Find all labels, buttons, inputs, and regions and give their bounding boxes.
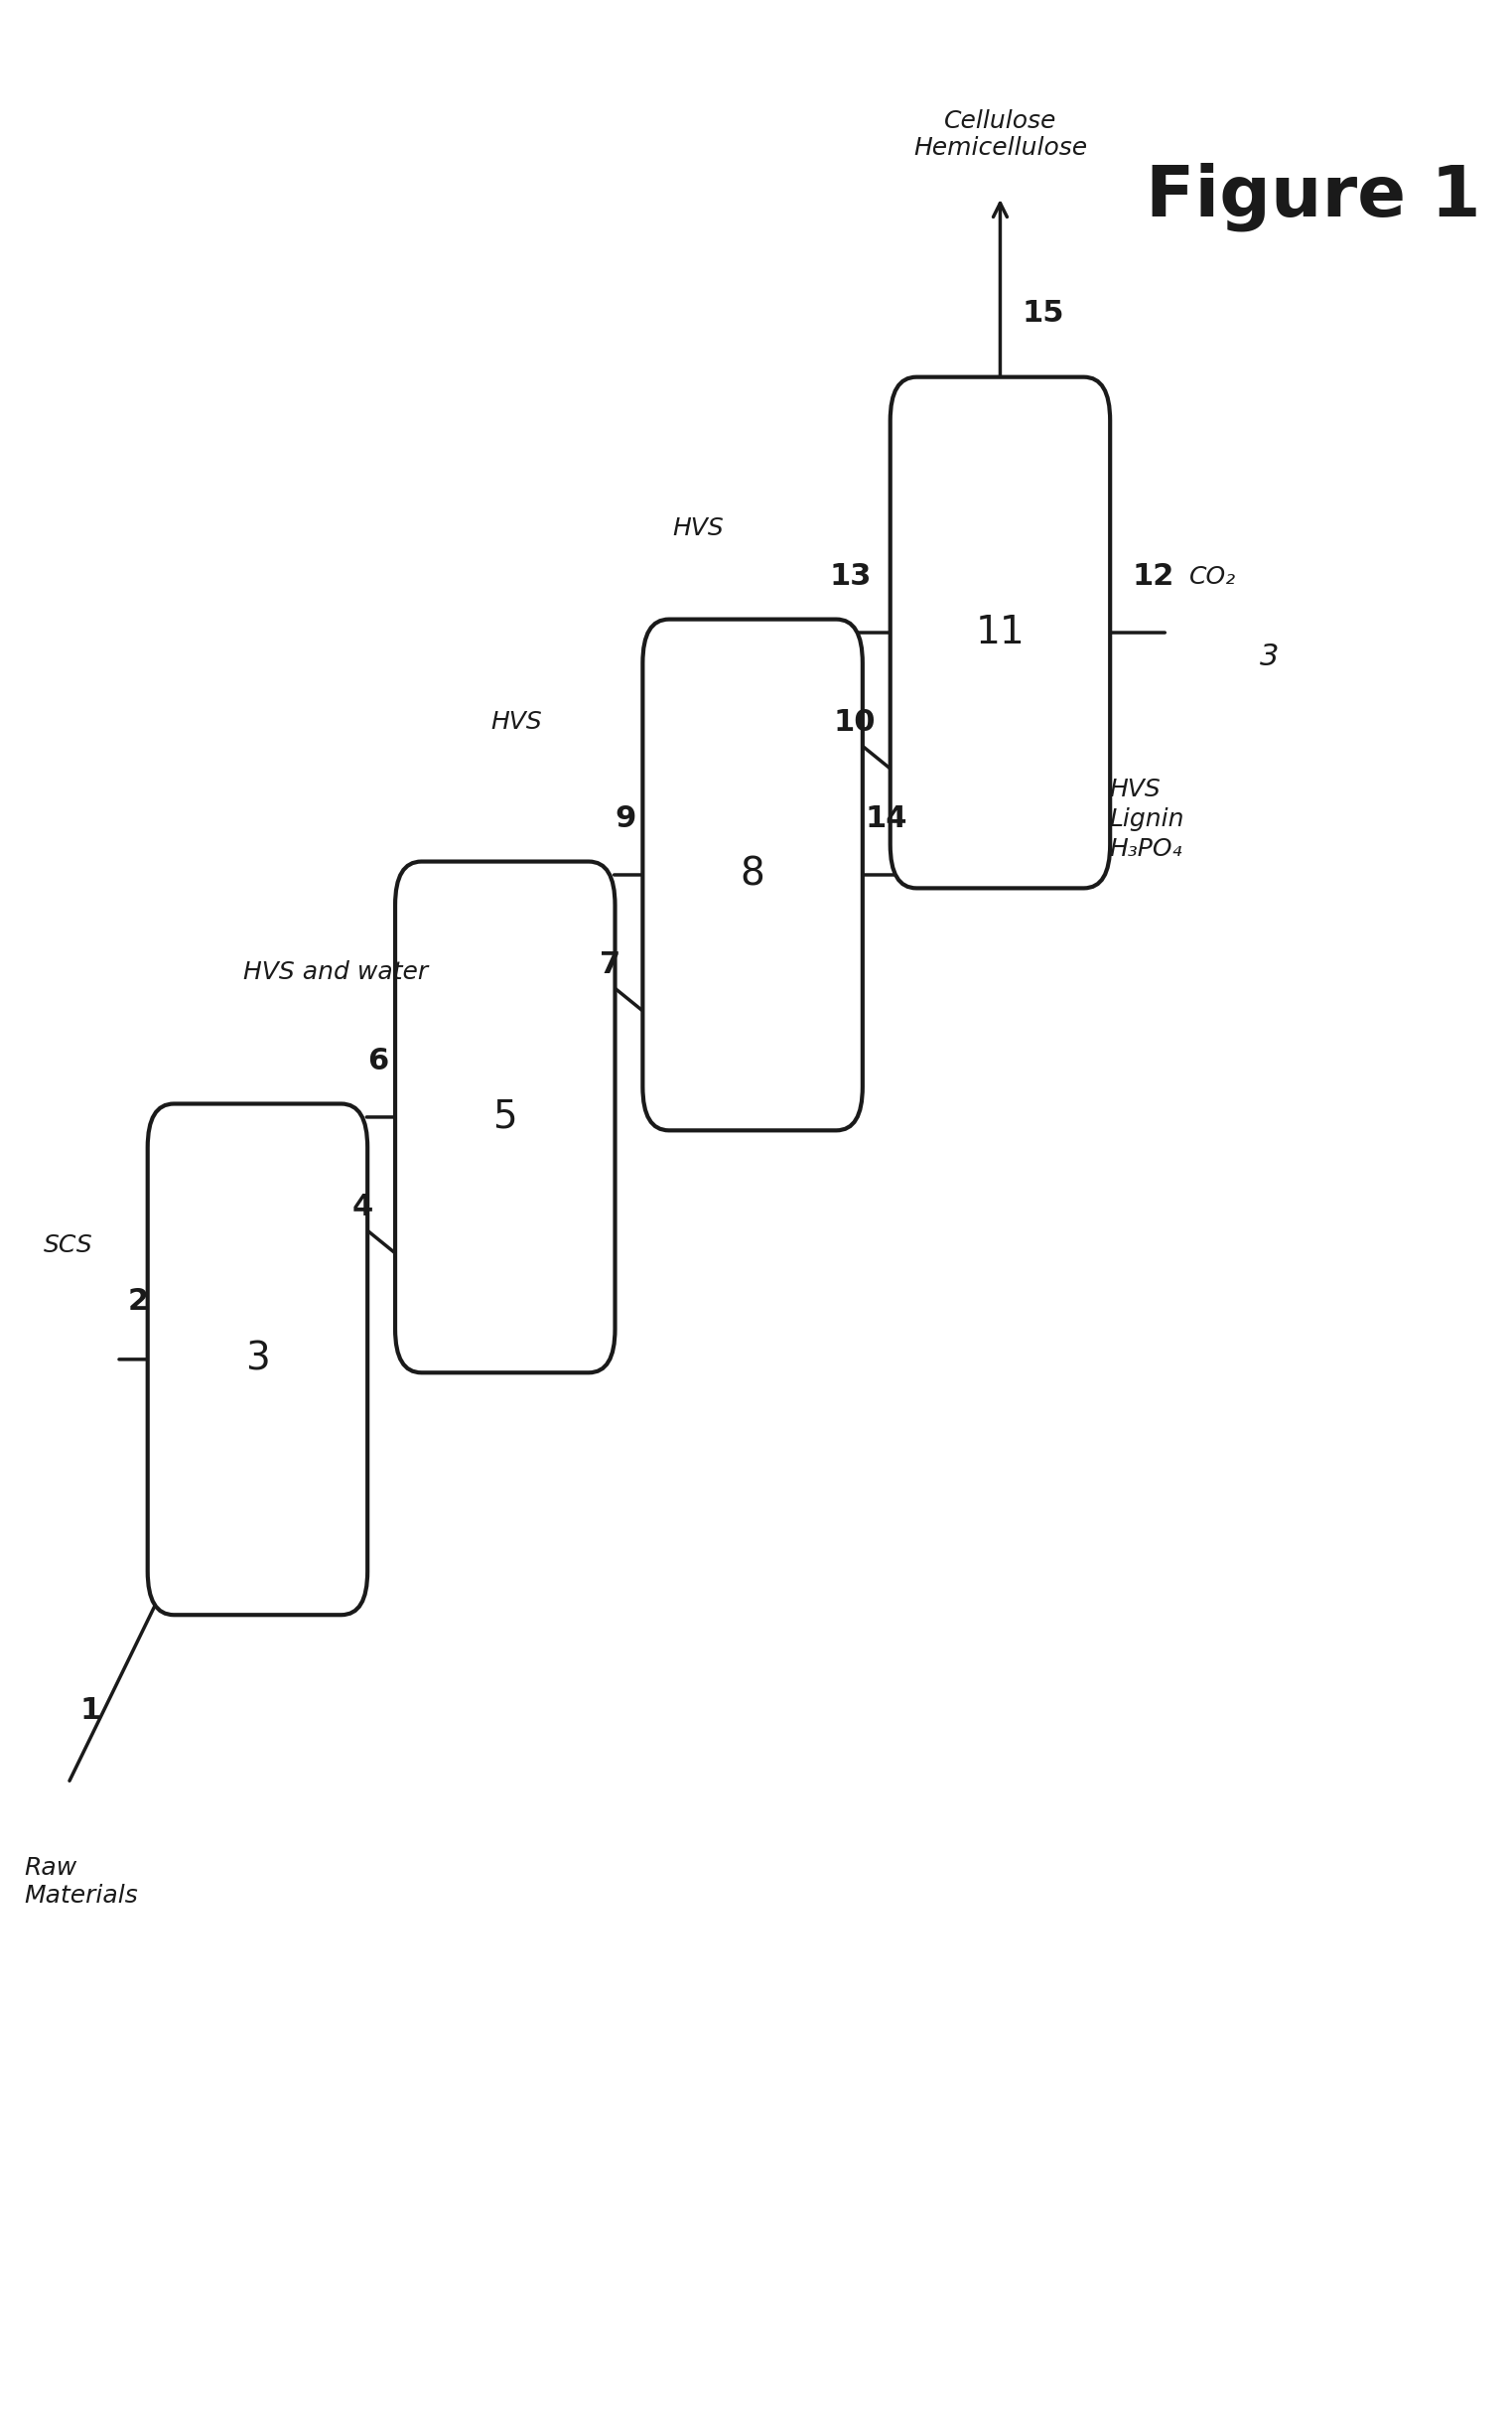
Text: 14: 14 [865,804,907,833]
Text: 12: 12 [1132,563,1175,592]
Text: 8: 8 [741,857,765,894]
Text: 2: 2 [127,1287,148,1316]
Text: HVS: HVS [490,711,541,733]
Text: 10: 10 [833,709,875,736]
Text: 11: 11 [975,614,1025,651]
Text: 9: 9 [615,804,637,833]
FancyBboxPatch shape [891,376,1110,889]
Text: CO₂: CO₂ [1190,566,1237,590]
Text: 1: 1 [80,1697,101,1724]
Text: SCS: SCS [44,1233,92,1258]
Text: Cellulose
Hemicellulose: Cellulose Hemicellulose [913,109,1087,160]
FancyBboxPatch shape [395,862,615,1372]
Text: HVS: HVS [673,517,724,541]
Text: 13: 13 [829,563,871,592]
Text: Raw
Materials: Raw Materials [24,1855,139,1908]
Text: 15: 15 [1022,299,1064,328]
Text: 6: 6 [367,1046,389,1076]
Text: HVS and water: HVS and water [243,959,428,983]
Text: HVS
Lignin
H₃PO₄: HVS Lignin H₃PO₄ [1110,777,1184,860]
Text: 5: 5 [493,1097,517,1136]
Text: 7: 7 [599,949,620,978]
Text: 3: 3 [1259,643,1279,670]
Text: 3: 3 [245,1340,269,1379]
Text: Figure 1: Figure 1 [1146,163,1480,231]
Text: 4: 4 [352,1192,373,1221]
FancyBboxPatch shape [643,619,862,1131]
FancyBboxPatch shape [148,1105,367,1615]
